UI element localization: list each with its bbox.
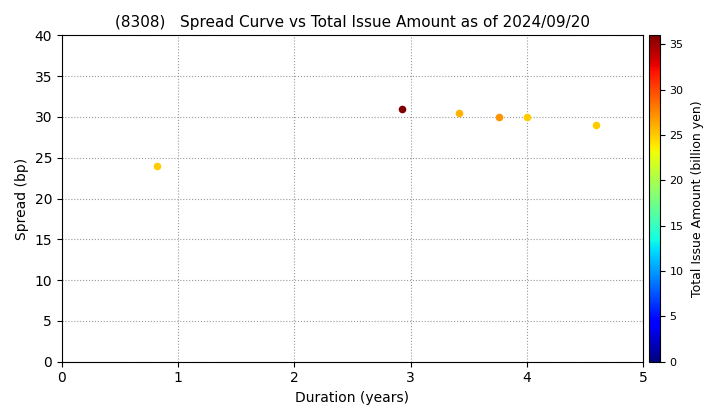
Title: (8308)   Spread Curve vs Total Issue Amount as of 2024/09/20: (8308) Spread Curve vs Total Issue Amoun… bbox=[115, 15, 590, 30]
Point bbox=[493, 113, 505, 120]
Point bbox=[151, 163, 163, 169]
Point bbox=[397, 105, 408, 112]
X-axis label: Duration (years): Duration (years) bbox=[295, 391, 410, 405]
Point bbox=[590, 122, 602, 129]
Point bbox=[454, 110, 465, 116]
Y-axis label: Total Issue Amount (billion yen): Total Issue Amount (billion yen) bbox=[690, 100, 703, 297]
Point bbox=[521, 113, 533, 120]
Y-axis label: Spread (bp): Spread (bp) bbox=[15, 158, 29, 239]
